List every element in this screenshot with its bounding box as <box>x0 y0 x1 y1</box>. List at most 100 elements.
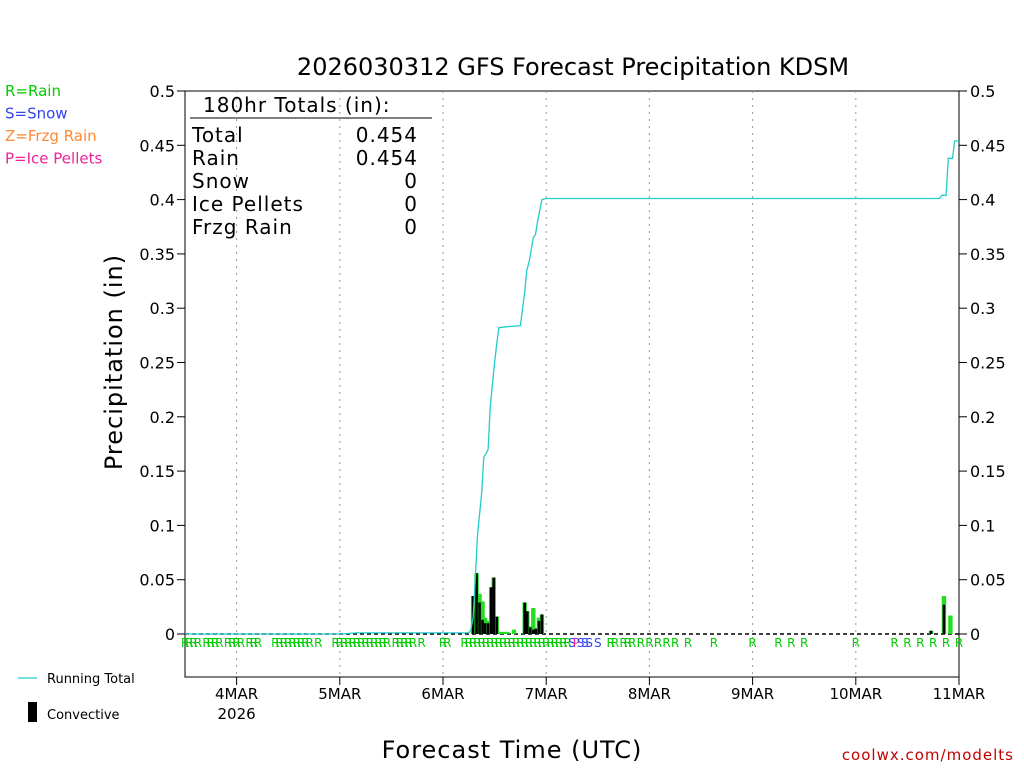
precip-type-marker: R <box>271 636 279 650</box>
precip-type-marker: R <box>619 636 627 650</box>
totals-row-label: Rain <box>192 146 240 170</box>
y-tick-label-left: 0.1 <box>150 516 175 535</box>
totals-row-value: 0 <box>404 215 418 239</box>
x-tick-label: 6MAR <box>421 685 464 703</box>
convective-bar <box>534 628 538 634</box>
precip-type-marker: R <box>417 636 425 650</box>
totals-row-label: Snow <box>192 169 250 193</box>
running-total-line <box>185 140 959 635</box>
precip-type-marker: R <box>929 636 937 650</box>
legend-series-label: Running Total <box>47 672 135 687</box>
total-precip-bar <box>501 631 506 634</box>
total-precip-bar <box>531 607 536 634</box>
convective-bar <box>483 623 487 634</box>
precip-type-marker: R <box>379 636 387 650</box>
precip-type-marker: R <box>559 636 567 650</box>
precip-type-marker: R <box>254 636 262 650</box>
precip-type-marker: R <box>490 636 498 650</box>
precip-type-marker: R <box>478 636 486 650</box>
convective-bars <box>471 573 946 634</box>
convective-bar <box>532 629 535 634</box>
precip-type-marker: R <box>340 636 348 650</box>
precip-type-marker: R <box>852 636 860 650</box>
total-precip-bar <box>948 615 953 634</box>
legend-r-entry: R=Rain <box>5 82 61 100</box>
precip-type-marker: P <box>573 636 580 650</box>
precip-type-marker: R <box>525 636 533 650</box>
y-tick-label-left: 0.25 <box>139 354 175 373</box>
precip-type-marker: R <box>465 636 473 650</box>
x-tick-label: 5MAR <box>318 685 361 703</box>
precip-type-marker: R <box>404 636 412 650</box>
y-tick-label-left: 0.4 <box>150 191 175 210</box>
convective-bar <box>523 602 526 634</box>
y-tick-label-right: 0.1 <box>970 516 995 535</box>
precip-type-marker: R <box>486 636 494 650</box>
convective-bar <box>486 623 490 634</box>
precip-type-marker: R <box>546 636 554 650</box>
convective-bar <box>489 587 493 634</box>
precip-type-marker: R <box>637 636 645 650</box>
precip-type-marker: R <box>284 636 292 650</box>
precip-type-marker: R <box>396 636 404 650</box>
y-tick-label-right: 0.15 <box>970 462 1006 481</box>
precip-type-marker: S <box>594 636 602 650</box>
precip-type-marker: R <box>916 636 924 650</box>
totals-row-value: 0 <box>404 192 418 216</box>
precip-type-marker: R <box>250 636 258 650</box>
total-precip-bar <box>480 601 485 634</box>
precip-type-marker: R <box>624 636 632 650</box>
precip-type-marker: R <box>684 636 692 650</box>
precip-type-marker: R <box>207 636 215 650</box>
totals-row-label: Total <box>191 123 244 147</box>
totals-header: 180hr Totals (in): <box>203 93 391 117</box>
precip-type-marker: R <box>787 636 795 650</box>
precip-type-marker: R <box>314 636 322 650</box>
y-tick-label-right: 0 <box>970 625 980 644</box>
total-precip-bar <box>505 631 510 634</box>
y-tick-label-left: 0.3 <box>150 299 175 318</box>
total-precip-bar <box>496 631 502 634</box>
precip-type-marker: R <box>529 636 537 650</box>
precip-type-marker: R <box>671 636 679 650</box>
plot-frame <box>184 90 960 678</box>
grid-lines <box>236 91 857 677</box>
legend-series-label: Convective <box>47 708 120 723</box>
precip-type-marker: R <box>443 636 451 650</box>
totals-box: 180hr Totals (in): Total 0.454 Rain 0.454 Sn… <box>190 93 432 239</box>
precip-type-marker: R <box>628 636 636 650</box>
precip-type-marker: R <box>942 636 950 650</box>
precip-type-marker: R <box>645 636 653 650</box>
precip-type-marker: R <box>392 636 400 650</box>
y-tick-label-left: 0 <box>165 625 175 644</box>
precip-type-marker: R <box>185 636 193 650</box>
y-tick-label-right: 0.2 <box>970 408 995 427</box>
convective-bar <box>540 614 544 634</box>
totals-row-value: 0 <box>404 169 418 193</box>
precip-type-marker: R <box>482 636 490 650</box>
x-tick-label: 7MAR <box>525 685 568 703</box>
precip-type-marker: R <box>336 636 344 650</box>
precip-type-marker: R <box>607 636 615 650</box>
x-tick-label: 9MAR <box>731 685 774 703</box>
convective-bar <box>929 630 933 634</box>
precip-type-marker: S <box>577 636 585 650</box>
precip-type-marker: R <box>555 636 563 650</box>
precip-type-marker: R <box>288 636 296 650</box>
precip-type-marker: R <box>654 636 662 650</box>
legend-convective-swatch <box>28 702 37 722</box>
precip-type-marker: R <box>383 636 391 650</box>
y-axis-left: 0 0.05 0.1 0.15 0.2 0.25 0.3 0.35 0.4 0.45 0.5 <box>139 82 185 644</box>
precip-type-marker: R <box>564 636 572 650</box>
precip-type-marker: R <box>499 636 507 650</box>
y-tick-label-left: 0.05 <box>139 571 175 590</box>
precip-type-marker: R <box>903 636 911 650</box>
precip-type-marker: R <box>189 636 197 650</box>
precip-type-marker: S <box>585 636 593 650</box>
y-axis-right: 0 0.05 0.1 0.15 0.2 0.25 0.3 0.35 0.4 0.45 0.5 <box>959 82 1006 644</box>
x-tick-sublabel: 2026 <box>218 705 256 723</box>
x-tick-label: 8MAR <box>628 685 671 703</box>
precip-type-marker: S <box>581 636 589 650</box>
